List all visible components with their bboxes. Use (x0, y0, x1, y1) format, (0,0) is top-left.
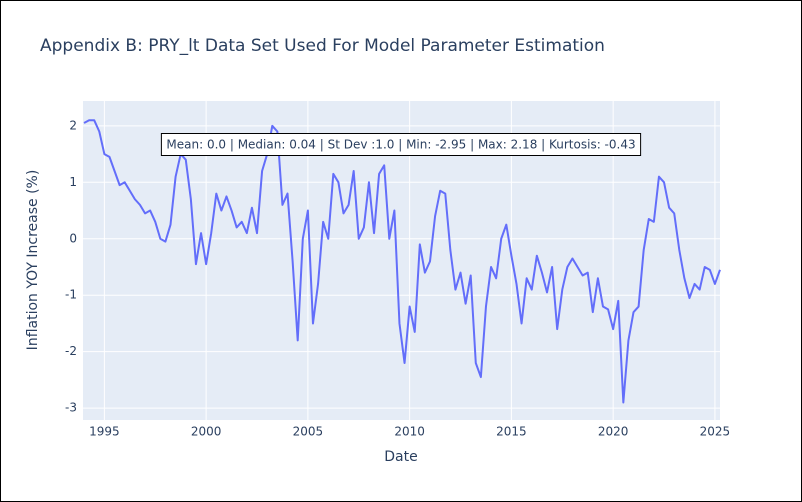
x-tick-label: 2015 (496, 425, 527, 439)
x-axis-title: Date (384, 449, 417, 465)
line (83, 119, 721, 404)
x-tick-label: 2000 (191, 425, 222, 439)
x-tick-label: 2025 (700, 425, 731, 439)
annotation-box (160, 133, 642, 156)
y-tick-label: 0 (69, 231, 77, 245)
y-axis-title: Inflation YOY Increase (%) (25, 170, 41, 351)
chart-title: Appendix B: PRY_lt Data Set Used For Mod… (40, 36, 605, 56)
y-tick-label: -3 (65, 401, 77, 415)
x-tick-label: 1995 (89, 425, 120, 439)
y-tick-label: -1 (65, 288, 77, 302)
y-tick-label: -2 (65, 344, 77, 358)
x-tick-label: 2020 (598, 425, 629, 439)
x-tick-label: 2005 (293, 425, 324, 439)
x-tick-label: 2010 (394, 425, 425, 439)
annotation: Mean: 0.0 | Median: 0.04 | St Dev :1.0 |… (166, 138, 635, 152)
y-tick-label: 1 (69, 175, 77, 189)
y-tick-label: 2 (69, 118, 77, 132)
